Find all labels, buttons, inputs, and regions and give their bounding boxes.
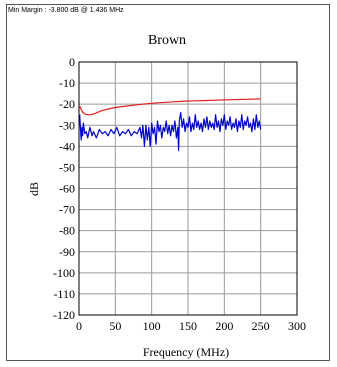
series-line-1: [79, 98, 261, 116]
y-tick-label: -30: [59, 118, 75, 132]
x-tick-label: 100: [143, 319, 161, 333]
y-tick-label: -60: [59, 182, 75, 196]
plot-area-border: [78, 61, 298, 316]
x-tick-label: 250: [252, 319, 270, 333]
y-axis-label: dB: [27, 182, 41, 196]
y-tick-label: -110: [53, 287, 75, 301]
chart-title: Brown: [148, 33, 186, 48]
y-tick-label: -90: [59, 245, 75, 259]
min-margin-note: Min Margin : -3.800 dB @ 1.436 MHz: [8, 7, 124, 14]
y-tick-label: -120: [53, 308, 75, 322]
x-tick-label: 200: [215, 319, 233, 333]
y-tick-label: 0: [69, 55, 75, 69]
y-tick-label: -50: [59, 160, 75, 174]
y-tick-label: -40: [59, 139, 75, 153]
y-tick-label: -10: [59, 76, 75, 90]
x-tick-label: 150: [179, 319, 197, 333]
series-group: [79, 98, 262, 152]
series-line-2: [79, 111, 262, 152]
y-tick-label: -80: [59, 224, 75, 238]
x-tick-label: 300: [288, 319, 306, 333]
x-tick-label: 0: [76, 319, 82, 333]
x-tick-label: 50: [109, 319, 121, 333]
chart-frame: [6, 4, 330, 361]
y-tick-label: -20: [59, 97, 75, 111]
y-tick-label: -70: [59, 203, 75, 217]
x-axis-label: Frequency (MHz): [143, 345, 229, 359]
tick-labels: 0 50 100 150 200 250 300 0 -10 -20 -30 -40 -50 -60 -70…: [53, 55, 306, 333]
grid: [79, 62, 297, 315]
y-tick-label: -100: [53, 266, 75, 280]
